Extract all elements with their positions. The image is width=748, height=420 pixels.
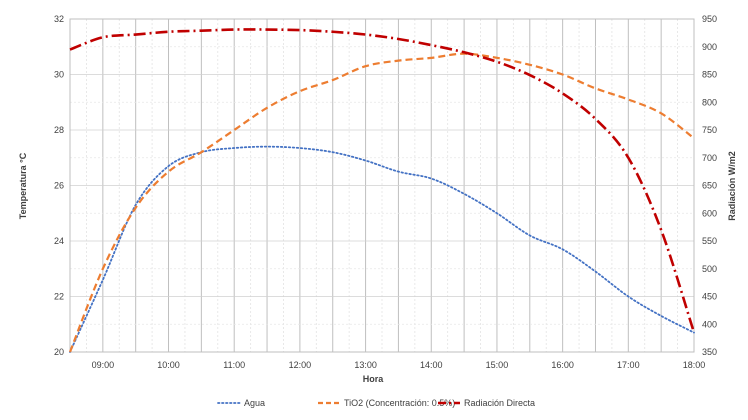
right-tick-label: 650 xyxy=(702,181,717,191)
left-tick-label: 26 xyxy=(54,181,64,191)
right-tick-label: 600 xyxy=(702,208,717,218)
plot-frame xyxy=(69,18,695,353)
right-axis-title: Radiación W/m2 xyxy=(727,151,737,221)
right-tick-label: 500 xyxy=(702,264,717,274)
x-tick-label: 11:00 xyxy=(223,360,245,370)
left-axis-title: Temperatura °C xyxy=(18,152,28,219)
legend-label-0: Agua xyxy=(244,398,265,408)
left-tick-label: 28 xyxy=(54,125,64,135)
right-tick-label: 750 xyxy=(702,125,717,135)
right-tick-label: 400 xyxy=(702,319,717,329)
left-tick-label: 20 xyxy=(54,347,64,357)
x-tick-label: 10:00 xyxy=(157,360,180,370)
series-lines xyxy=(68,28,696,353)
x-tick-label: 17:00 xyxy=(617,360,640,370)
x-tick-label: 16:00 xyxy=(551,360,574,370)
series-line-2 xyxy=(69,28,696,333)
x-tick-label: 12:00 xyxy=(289,360,312,370)
legend-label-1: TiO2 (Concentración: 0.5%) xyxy=(344,398,455,408)
x-tick-label: 14:00 xyxy=(420,360,443,370)
right-tick-label: 350 xyxy=(702,347,717,357)
x-axis-title: Hora xyxy=(363,374,384,384)
x-tick-label: 15:00 xyxy=(486,360,509,370)
right-axis-ticks: 350 400 450 500 550 600 650 700 750 800 850 900 950 xyxy=(702,14,717,357)
left-axis-ticks: 20 22 24 26 28 30 32 xyxy=(54,14,64,357)
right-tick-label: 800 xyxy=(702,97,717,107)
right-tick-label: 450 xyxy=(702,292,717,302)
grid xyxy=(69,18,695,353)
right-tick-label: 850 xyxy=(702,70,717,80)
right-tick-label: 550 xyxy=(702,236,717,246)
x-tick-label: 09:00 xyxy=(92,360,115,370)
left-tick-label: 24 xyxy=(54,236,64,246)
x-axis-ticks: 09:00 10:00 11:00 12:00 13:00 14:00 15:00 16:00… xyxy=(92,360,706,370)
left-tick-label: 22 xyxy=(54,292,64,302)
legend: Agua TiO2 (Concentración: 0.5%) Radiación … xyxy=(217,398,535,408)
legend-label-2: Radiación Directa xyxy=(464,398,535,408)
x-tick-label: 18:00 xyxy=(683,360,706,370)
x-tick-label: 13:00 xyxy=(354,360,377,370)
right-tick-label: 900 xyxy=(702,42,717,52)
left-tick-label: 30 xyxy=(54,70,64,80)
left-tick-label: 32 xyxy=(54,14,64,24)
right-tick-label: 700 xyxy=(702,153,717,163)
series-line-1 xyxy=(68,52,695,353)
series-line-0 xyxy=(69,145,695,353)
right-tick-label: 950 xyxy=(702,14,717,24)
